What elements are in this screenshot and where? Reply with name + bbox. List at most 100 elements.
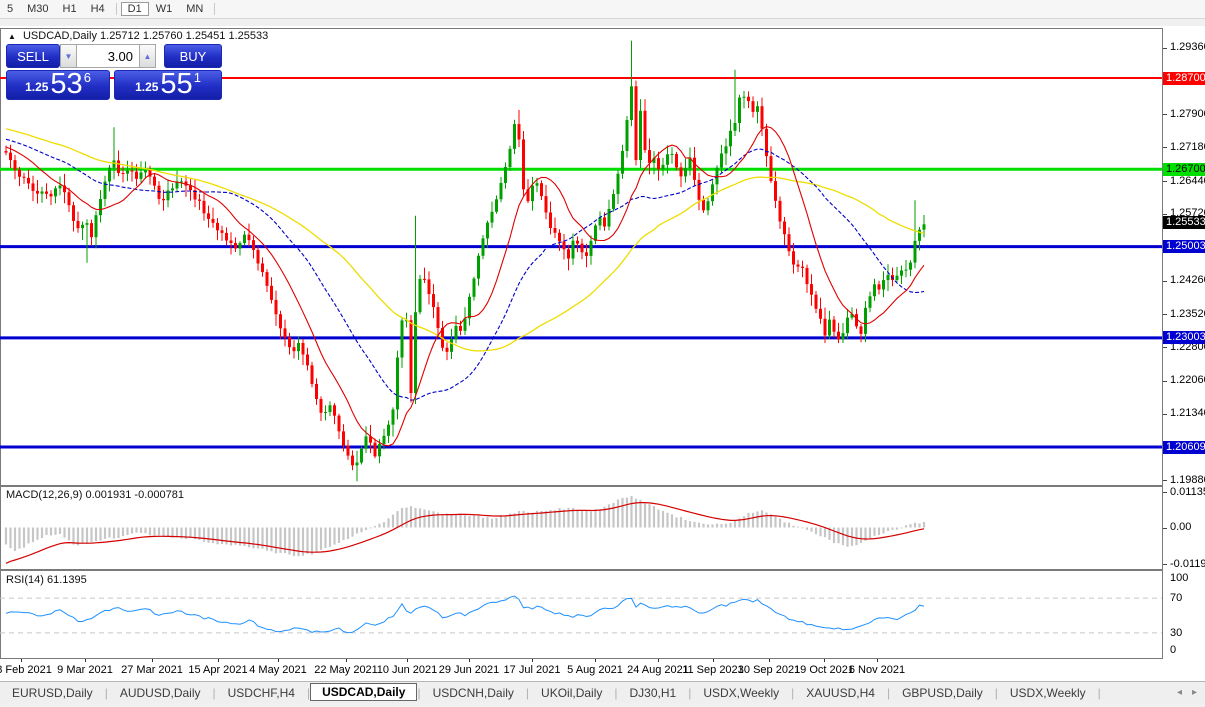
price-tick-label: 1.27180 [1170, 140, 1205, 153]
volume-decrease-button[interactable]: ▼ [60, 44, 77, 68]
toolbar-separator [214, 3, 216, 15]
tab-separator: | [212, 685, 216, 700]
tab-DJ30-H1[interactable]: DJ30,H1 [629, 685, 677, 700]
tabs-scroll-left-icon[interactable]: ◂ [1176, 687, 1182, 698]
macd-tick-mark [1163, 564, 1167, 566]
date-tick-mark [278, 659, 279, 662]
ask-pip-digit: 1 [193, 70, 201, 85]
price-tick-label: 1.27900 [1170, 107, 1205, 120]
collapse-arrow-icon[interactable]: ▲ [8, 32, 16, 41]
macd-pane[interactable] [0, 486, 1163, 570]
price-tick-mark [1163, 47, 1167, 49]
price-tick-mark [1163, 480, 1167, 482]
rsi-tick-label: 30 [1170, 626, 1183, 639]
price-tick-label: 1.26440 [1170, 174, 1205, 187]
date-axis[interactable]: 18 Feb 2021 9 Mar 2021 27 Mar 2021 15 Apr 2… [0, 659, 1163, 681]
tab-separator: | [994, 685, 998, 700]
chart-title: ▲ USDCAD,Daily 1.25712 1.25760 1.25451 1… [8, 30, 268, 42]
tab-separator: | [306, 685, 311, 700]
macd-tick-label: -0.01190 [1170, 557, 1205, 570]
tab-USDCNH-Daily[interactable]: USDCNH,Daily [432, 685, 514, 700]
date-tick-label: 27 Mar 2021 [121, 664, 183, 676]
tabs-scroll-right-icon[interactable]: ▸ [1191, 687, 1197, 698]
macd-tick-mark [1163, 527, 1167, 529]
volume-input[interactable]: 3.00 [77, 44, 139, 68]
sell-button[interactable]: SELL [6, 44, 60, 68]
price-level-badge: 1.28700 [1163, 71, 1205, 85]
rsi-tick-label: 100 [1170, 571, 1189, 584]
date-tick-mark [152, 659, 153, 662]
rsi-pane[interactable] [0, 570, 1163, 659]
tab-GBPUSD-Daily[interactable]: GBPUSD,Daily [902, 685, 983, 700]
date-tick-mark [469, 659, 470, 662]
timeframe-button-W1[interactable]: W1 [155, 3, 173, 15]
timeframe-button-H1[interactable]: H1 [62, 3, 77, 15]
tab-separator: | [525, 685, 530, 700]
symbol-period-label: USDCAD,Daily [22, 30, 97, 42]
one-click-trading-widget: SELL ▼ 3.00 ▲ BUY 1.25 53 6 1.25 55 1 [6, 44, 225, 100]
price-level-badge: 1.20609 [1163, 440, 1205, 454]
tab-USDCAD-Daily[interactable]: USDCAD,Daily [310, 683, 418, 701]
date-tick-label: 30 Sep 2021 [737, 664, 801, 676]
price-tick-mark [1163, 314, 1167, 316]
timeframe-button-5[interactable]: 5 [7, 3, 14, 15]
moving-average-lines [5, 126, 925, 447]
date-tick-mark [824, 659, 825, 662]
candlestick-series [4, 40, 926, 482]
price-tick-mark [1163, 114, 1167, 116]
ma-slow-yellow [5, 128, 925, 352]
bid-pip-digit: 6 [83, 70, 91, 85]
ask-big-digits: 55 [160, 68, 193, 100]
timeframe-button-D1[interactable]: D1 [120, 2, 149, 16]
date-tick-mark [532, 659, 533, 662]
price-axis[interactable]: 1.293601.286401.279001.271801.264401.257… [1163, 28, 1205, 660]
ma-fast-red [5, 126, 925, 447]
ask-prefix: 1.25 [135, 80, 159, 94]
tab-separator: | [791, 685, 795, 700]
date-tick-label: 10 Jun 2021 [376, 664, 438, 676]
price-tick-label: 1.21340 [1170, 407, 1205, 420]
date-tick-mark [85, 659, 86, 662]
buy-button[interactable]: BUY [164, 44, 222, 68]
date-tick-mark [769, 659, 770, 662]
timeframe-button-H4[interactable]: H4 [90, 3, 105, 15]
timeframe-button-M30[interactable]: M30 [27, 3, 49, 15]
price-tick-mark [1163, 213, 1167, 215]
macd-tick-label: 0.00 [1170, 521, 1192, 533]
price-tick-mark [1163, 181, 1167, 183]
date-tick-mark [218, 659, 219, 662]
tab-scroll-arrows: ◂ ▸ [1167, 687, 1197, 698]
timeframe-button-MN[interactable]: MN [186, 3, 204, 15]
price-tick-label: 1.23520 [1170, 307, 1205, 320]
tab-separator: | [104, 685, 108, 700]
bid-price-box[interactable]: 1.25 53 6 [6, 70, 110, 100]
tab-EURUSD-Daily[interactable]: EURUSD,Daily [12, 685, 93, 700]
tab-USDX-Weekly[interactable]: USDX,Weekly [703, 685, 780, 700]
rsi-tick-label: 0 [1170, 643, 1177, 656]
price-level-badge: 1.23003 [1163, 331, 1205, 345]
tab-AUDUSD-Daily[interactable]: AUDUSD,Daily [119, 685, 201, 700]
date-tick-mark [713, 659, 714, 662]
price-tick-mark [1163, 280, 1167, 282]
price-tick-mark [1163, 380, 1167, 382]
date-tick-mark [21, 659, 22, 662]
tab-XAUUSD-H4[interactable]: XAUUSD,H4 [806, 685, 875, 700]
tab-USDCHF-H4[interactable]: USDCHF,H4 [227, 685, 295, 700]
volume-increase-button[interactable]: ▲ [139, 44, 156, 68]
tab-separator: | [688, 685, 692, 700]
date-tick-mark [877, 659, 878, 662]
bid-big-digits: 53 [50, 68, 83, 100]
macd-indicator-label: MACD(12,26,9) 0.001931 -0.000781 [6, 489, 184, 501]
chart-window[interactable]: ▲ USDCAD,Daily 1.25712 1.25760 1.25451 1… [0, 26, 1205, 702]
price-pane[interactable] [0, 28, 1163, 486]
date-tick-label: 5 Aug 2021 [567, 664, 623, 676]
date-tick-label: 4 May 2021 [249, 664, 307, 676]
tab-USDX-Weekly[interactable]: USDX,Weekly [1009, 685, 1086, 700]
rsi-tick-label: 70 [1170, 591, 1183, 604]
date-tick-label: 19 Oct 2021 [794, 664, 854, 676]
ask-price-box[interactable]: 1.25 55 1 [114, 70, 222, 100]
price-tick-mark [1163, 347, 1167, 349]
date-tick-mark [346, 659, 347, 662]
tab-UKOil-Daily[interactable]: UKOil,Daily [541, 685, 603, 700]
